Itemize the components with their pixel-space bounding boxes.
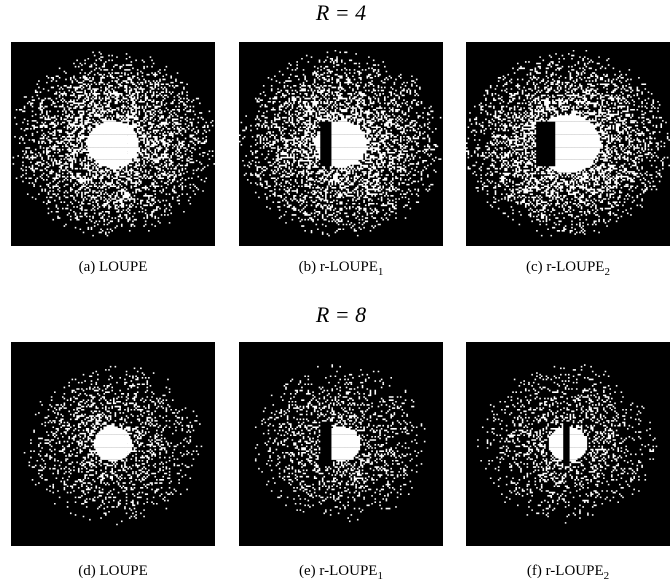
caption-text: (a) LOUPE [79,259,148,275]
panel-caption: (d) LOUPE [78,563,148,579]
panel-caption: (c) r-LOUPE2 [526,259,610,277]
caption-text: (d) LOUPE [78,563,148,579]
caption-subscript: 2 [604,570,610,582]
caption-text: (e) r-LOUPE [299,563,377,579]
panel-caption: (e) r-LOUPE1 [299,563,383,581]
caption-text: (c) r-LOUPE [526,259,604,275]
caption-subscript: 2 [604,266,610,278]
caption-subscript: 1 [377,570,383,582]
figure: R = 4(a) LOUPE(b) r-LOUPE1(c) r-LOUPE2R … [0,0,671,582]
panel-caption: (b) r-LOUPE1 [299,259,384,277]
panel-caption: (f) r-LOUPE2 [527,563,609,581]
panel-caption: (a) LOUPE [79,259,148,275]
caption-subscript: 1 [378,266,384,278]
row-title: R = 4 [315,0,366,25]
caption-text: (f) r-LOUPE [527,563,604,579]
caption-text: (b) r-LOUPE [299,259,378,275]
row-title: R = 8 [315,302,366,327]
